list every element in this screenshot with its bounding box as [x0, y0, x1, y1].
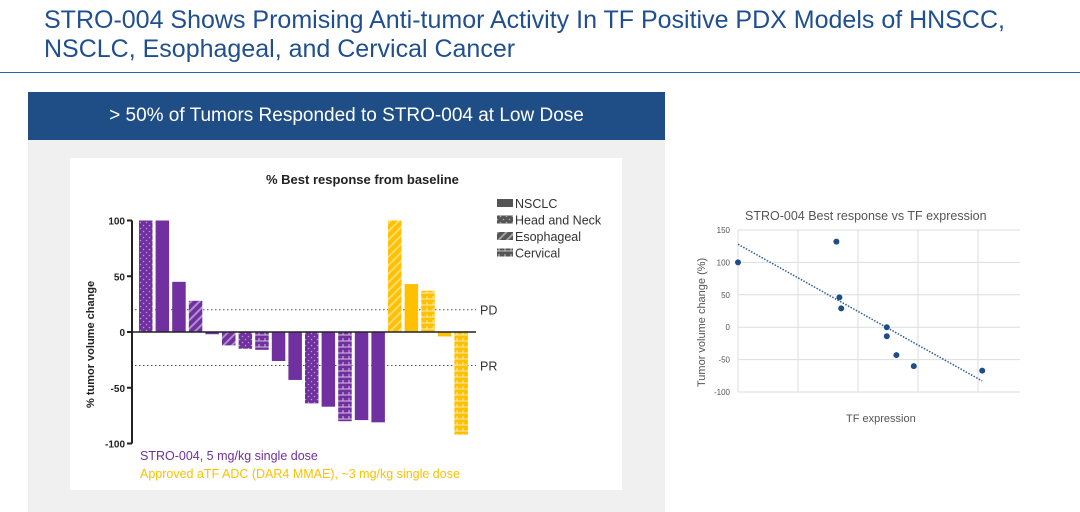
data-point: [836, 294, 843, 301]
bar: [155, 220, 170, 332]
bar: [388, 220, 402, 332]
data-point: [735, 259, 741, 266]
bar: [437, 332, 452, 337]
panel-header: > 50% of Tumors Responded to STRO-004 at…: [28, 92, 665, 140]
bar: [321, 332, 336, 407]
y-tick-label: 0: [726, 323, 731, 332]
bar: [238, 332, 253, 349]
legend-item: NSCLC: [515, 197, 557, 211]
legend-item: Cervical: [515, 247, 560, 261]
waterfall-svg: % Best response from baseline % tumor vo…: [85, 172, 602, 481]
legend-swatch: [497, 248, 513, 257]
y-tick-label: 0: [119, 328, 125, 339]
bar: [222, 332, 236, 346]
trendline: [737, 243, 983, 382]
scatter-ylabel: Tumor volume change (%): [696, 258, 708, 387]
bar: [305, 332, 319, 404]
bar: [188, 300, 203, 332]
y-tick-label: -100: [714, 388, 731, 397]
slide-title: STRO-004 Shows Promising Anti-tumor Acti…: [44, 6, 1005, 63]
legend-swatch: [497, 232, 513, 240]
waterfall-ylabel: % tumor volume change: [85, 281, 97, 408]
bar: [371, 332, 385, 423]
data-point: [979, 367, 986, 374]
legend-swatch: [497, 215, 513, 224]
data-point: [883, 333, 890, 340]
scatter-chart: STRO-004 Best response vs TF expression …: [690, 200, 1039, 440]
data-point: [910, 363, 917, 370]
bar: [271, 332, 286, 361]
title-divider: [0, 72, 1080, 73]
series-label-approved-adc: Approved aTF ADC (DAR4 MMAE), ~3 mg/kg s…: [140, 467, 460, 481]
y-tick-label: 100: [717, 258, 731, 267]
bar: [255, 332, 269, 350]
bar: [454, 332, 468, 435]
data-point: [838, 305, 845, 312]
waterfall-title: % Best response from baseline: [266, 172, 459, 187]
bar: [172, 281, 186, 332]
y-tick-label: 50: [721, 291, 730, 300]
y-tick-label: -50: [718, 356, 730, 365]
bar: [354, 332, 369, 421]
y-tick-label: 50: [114, 272, 126, 283]
bar: [205, 332, 219, 335]
data-point: [833, 238, 840, 245]
bar: [404, 284, 419, 332]
series-label-stro004: STRO-004, 5 mg/kg single dose: [140, 449, 318, 463]
reference-label-pd: PD: [480, 304, 497, 318]
legend-swatch: [497, 199, 513, 207]
scatter-svg: STRO-004 Best response vs TF expression …: [696, 209, 1039, 425]
legend-item: Esophageal: [515, 230, 581, 244]
y-tick-label: -100: [105, 440, 125, 451]
bar: [421, 290, 435, 332]
bar: [288, 332, 302, 380]
data-point: [883, 324, 890, 331]
data-point: [893, 352, 900, 359]
y-tick-label: -50: [111, 384, 126, 395]
y-tick-label: 100: [108, 217, 125, 228]
y-tick-label: 150: [717, 226, 731, 235]
scatter-title: STRO-004 Best response vs TF expression: [745, 209, 987, 223]
scatter-xlabel: TF expression: [846, 413, 916, 425]
bar: [139, 220, 153, 332]
waterfall-chart: % Best response from baseline % tumor vo…: [70, 158, 622, 490]
legend-item: Head and Neck: [515, 214, 602, 228]
bar: [338, 332, 352, 422]
reference-label-pr: PR: [480, 359, 497, 373]
